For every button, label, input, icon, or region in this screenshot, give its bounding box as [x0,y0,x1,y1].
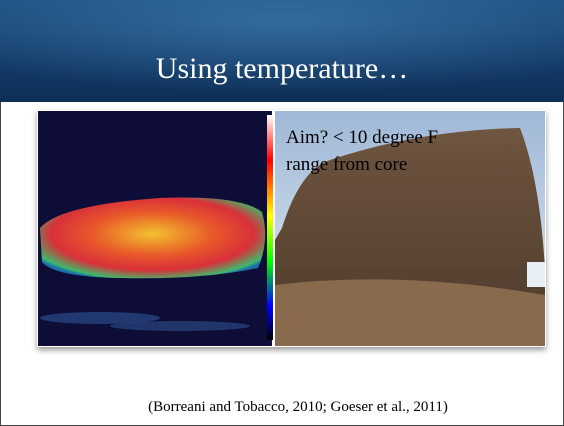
color-scale [267,115,273,340]
header-glow [0,0,564,102]
slide-title: Using temperature… [156,52,408,85]
callout-line: range from core [286,154,407,175]
citation: (Borreani and Tobacco, 2010; Goeser et a… [148,399,448,415]
callout-line: Aim? < 10 degree F [286,127,438,148]
ground [275,279,545,346]
slide: Using temperature… Aim? < 10 degree F ra… [0,0,564,426]
plastic [527,262,545,287]
